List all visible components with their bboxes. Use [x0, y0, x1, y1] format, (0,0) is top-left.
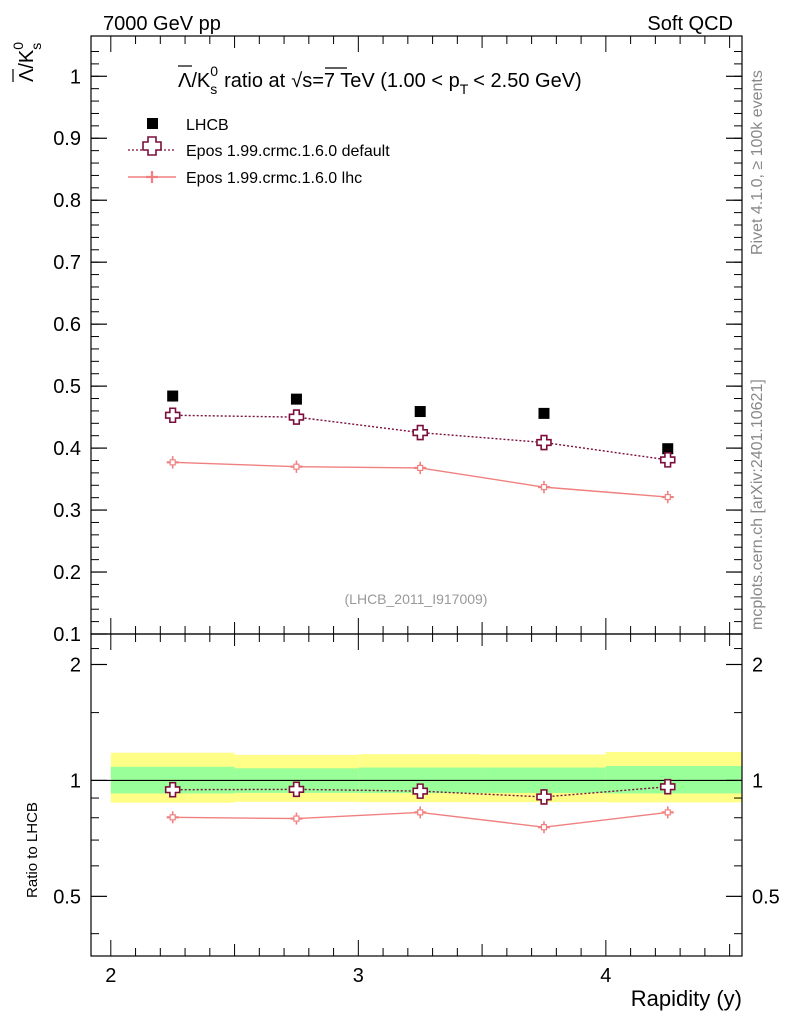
- ratio-y-tick-label: 1: [70, 770, 81, 792]
- ratio-point-lhc-center: [664, 809, 671, 816]
- x-tick-label: 3: [353, 965, 364, 987]
- data-point-lhc-center: [664, 493, 671, 501]
- title-sup-0: 0: [210, 63, 218, 79]
- ratio-point-default: [412, 783, 429, 799]
- ratio-point-default: [164, 781, 181, 798]
- ratio-point-lhc-center: [540, 824, 548, 831]
- y-tick-label: 1: [70, 66, 81, 88]
- mcplots-note: mcplots.cern.ch [arXiv:2401.10621]: [749, 379, 766, 630]
- ylabel-sup: 0: [10, 42, 26, 50]
- y-tick-label: 0.5: [53, 376, 81, 398]
- title-sub-T: T: [460, 81, 469, 97]
- y-tick-label: 0.8: [53, 190, 81, 212]
- analysis-id: (LHCB_2011_I917009): [345, 591, 488, 607]
- main-y-axis-label: Λ/Ks0: [10, 42, 44, 82]
- x-tick-label: 4: [600, 965, 611, 987]
- data-point-default: [659, 452, 676, 468]
- main-panel: 0.10.20.30.40.50.60.70.80.91 Λ/Ks0 ratio …: [10, 35, 743, 646]
- header-left: 7000 GeV pp: [103, 13, 221, 35]
- data-point-lhcb: [538, 407, 550, 419]
- ratio-point-lhc-center: [293, 815, 300, 822]
- data-point-lhc-center: [540, 484, 548, 491]
- ratio-y-tick-label-right: 0.5: [752, 886, 780, 908]
- legend-label-lhcb: LHCB: [186, 117, 229, 134]
- legend: LHCB Epos 1.99.crmc.1.6.0 default Epos 1…: [128, 117, 390, 187]
- legend-marker-lhcb: [147, 118, 158, 129]
- ratio-y-axis-label: Ratio to LHCB: [24, 802, 41, 898]
- y-tick-label: 0.4: [53, 438, 81, 460]
- header-right: Soft QCD: [647, 13, 733, 35]
- legend-marker-lhc: [146, 171, 158, 183]
- ratio-y-tick-label-right: 2: [752, 654, 763, 676]
- legend-label-lhc: Epos 1.99.crmc.1.6.0 lhc: [186, 170, 362, 187]
- y-tick-label: 0.6: [53, 314, 81, 336]
- ratio-point-default: [659, 778, 676, 795]
- ratio-y-tick-label: 2: [70, 654, 81, 676]
- title-sub-s: s: [210, 81, 217, 97]
- data-point-default: [164, 407, 181, 424]
- ratio-y-tick-label-right: 1: [752, 770, 763, 792]
- legend-marker-default: [142, 136, 162, 156]
- data-point-lhcb: [167, 390, 179, 402]
- ratio-point-lhc-center: [169, 814, 176, 821]
- y-tick-label: 0.7: [53, 252, 81, 274]
- ratio-point-lhc-center: [417, 809, 424, 816]
- ratio-point-default: [536, 789, 552, 805]
- data-point-lhc-center: [417, 464, 424, 472]
- data-point-lhcb: [290, 393, 302, 405]
- data-point-default: [288, 409, 305, 425]
- ratio-series-line-0: [172, 786, 668, 798]
- title-ratio-at: ratio at: [224, 70, 286, 92]
- data-point-lhc-center: [293, 463, 300, 470]
- data-point-default: [412, 424, 429, 441]
- ratio-point-default: [288, 781, 305, 798]
- title-sqrt: √: [291, 70, 302, 92]
- ylabel-lambda: Λ: [16, 68, 38, 82]
- x-tick-label: 2: [105, 965, 116, 987]
- ratio-panel-frame: [90, 633, 743, 957]
- svg-text:Λ/Ks0: Λ/Ks0: [10, 42, 44, 82]
- y-tick-label: 0.2: [53, 562, 81, 584]
- ratio-panel: 0.5 0.5 1 1 2 2 2 3 4 Ratio to LHCB Rapidity (y): [24, 633, 780, 1011]
- rivet-version-note: Rivet 4.1.0, ≥ 100k events: [749, 70, 766, 255]
- y-tick-label: 0.1: [53, 624, 81, 646]
- legend-label-default: Epos 1.99.crmc.1.6.0 default: [186, 143, 390, 160]
- data-point-lhc-center: [169, 459, 176, 466]
- data-point-default: [536, 434, 552, 451]
- title-lambda-bar: Λ: [178, 70, 192, 92]
- ylabel-sub: s: [28, 43, 44, 50]
- ratio-y-tick-label: 0.5: [53, 886, 81, 908]
- y-tick-label: 0.9: [53, 128, 81, 150]
- title-slash-k: /K: [191, 70, 211, 92]
- x-axis-label: Rapidity (y): [631, 986, 742, 1011]
- title-end: < 2.50 GeV): [473, 70, 581, 92]
- ylabel-slash: /K: [16, 49, 38, 69]
- plot-title: Λ/Ks 0 ratio at √s=7 TeV (1.00 < pT < 2.50 G…: [178, 63, 582, 97]
- data-point-lhcb: [414, 406, 426, 418]
- title-energy: s=7 TeV (1.00 < p: [302, 70, 460, 92]
- data-point-lhcb: [662, 443, 674, 455]
- y-tick-label: 0.3: [53, 500, 81, 522]
